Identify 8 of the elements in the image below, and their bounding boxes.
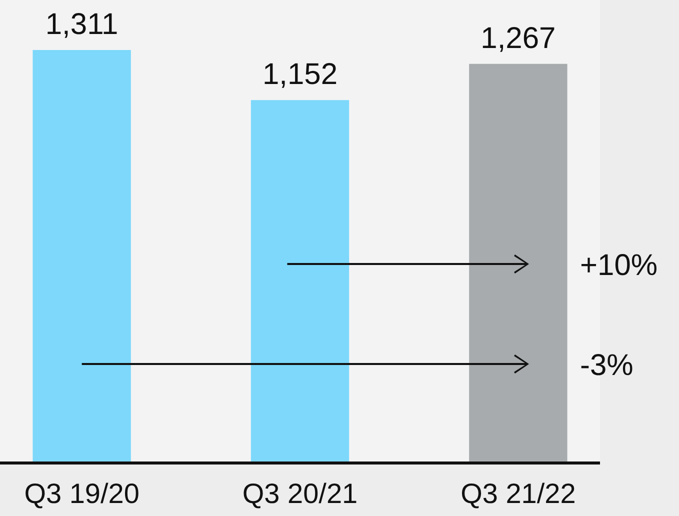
data-label: 1,152	[262, 58, 338, 92]
annotation: +10%	[580, 249, 658, 282]
x-tick-label: Q3 21/22	[460, 478, 576, 509]
x-tick-label: Q3 20/21	[242, 478, 358, 509]
data-label: 1,311	[45, 8, 118, 41]
x-tick-label: Q3 19/20	[24, 478, 140, 509]
data-label: 1,267	[480, 22, 556, 55]
annotation: -3%	[580, 349, 634, 382]
